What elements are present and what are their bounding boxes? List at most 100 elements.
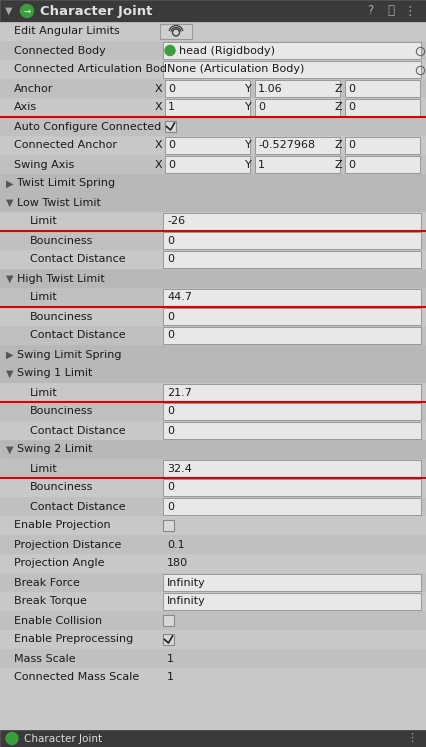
Text: ▼: ▼ — [6, 273, 14, 284]
Text: Character Joint: Character Joint — [24, 734, 102, 743]
Bar — [163, 403, 420, 420]
Bar — [163, 615, 173, 626]
Bar — [344, 137, 419, 154]
Text: Y: Y — [245, 84, 251, 93]
Text: Y: Y — [245, 102, 251, 113]
Text: Swing 1 Limit: Swing 1 Limit — [17, 368, 92, 379]
Text: Mass Scale: Mass Scale — [14, 654, 75, 663]
Bar — [0, 554, 426, 573]
Text: ?: ? — [366, 4, 372, 17]
Text: Y: Y — [245, 140, 251, 150]
Text: ▼: ▼ — [6, 444, 14, 454]
Text: ▼: ▼ — [5, 6, 12, 16]
Text: Bounciness: Bounciness — [30, 483, 93, 492]
Bar — [0, 288, 426, 307]
Text: Enable Preprocessing: Enable Preprocessing — [14, 634, 133, 645]
Bar — [163, 422, 420, 439]
Text: 0: 0 — [167, 330, 173, 341]
Bar — [0, 250, 426, 269]
Text: Limit: Limit — [30, 293, 58, 303]
Text: Limit: Limit — [30, 463, 58, 474]
Text: X: X — [155, 102, 162, 113]
Bar — [163, 574, 420, 591]
Bar — [254, 99, 339, 116]
Bar — [163, 232, 420, 249]
Text: 1: 1 — [167, 102, 175, 113]
Text: Bounciness: Bounciness — [30, 235, 93, 246]
Text: Swing Limit Spring: Swing Limit Spring — [17, 350, 121, 359]
Bar — [163, 384, 420, 401]
Text: ⧉: ⧉ — [386, 4, 394, 17]
Text: None (Articulation Body): None (Articulation Body) — [167, 64, 304, 75]
Text: Edit Angular Limits: Edit Angular Limits — [14, 26, 119, 37]
Text: 0: 0 — [167, 84, 175, 93]
Bar — [0, 0, 426, 22]
Text: High Twist Limit: High Twist Limit — [17, 273, 104, 284]
Text: Infinity: Infinity — [167, 597, 205, 607]
Text: →: → — [23, 7, 30, 16]
Text: Contact Distance: Contact Distance — [30, 426, 125, 436]
Bar — [0, 174, 426, 193]
Bar — [254, 137, 339, 154]
Bar — [0, 117, 426, 136]
Text: 0: 0 — [257, 102, 265, 113]
Text: Enable Collision: Enable Collision — [14, 616, 102, 625]
Text: 0: 0 — [167, 501, 173, 512]
Text: ⋮: ⋮ — [403, 4, 415, 17]
Bar — [0, 155, 426, 174]
Bar — [163, 634, 173, 645]
Text: Connected Mass Scale: Connected Mass Scale — [14, 672, 139, 683]
Text: Bounciness: Bounciness — [30, 311, 93, 321]
Text: Contact Distance: Contact Distance — [30, 330, 125, 341]
Bar — [0, 231, 426, 250]
Bar — [0, 60, 426, 79]
Bar — [163, 213, 420, 230]
Text: Contact Distance: Contact Distance — [30, 255, 125, 264]
Bar — [164, 99, 249, 116]
Text: Anchor: Anchor — [14, 84, 53, 93]
Text: head (Rigidbody): head (Rigidbody) — [178, 46, 274, 55]
Bar — [163, 289, 420, 306]
Text: Projection Distance: Projection Distance — [14, 539, 121, 550]
Bar — [0, 307, 426, 326]
Bar — [163, 479, 420, 496]
Bar — [164, 121, 176, 132]
Text: 0: 0 — [167, 426, 173, 436]
Text: 0: 0 — [167, 311, 173, 321]
Text: X: X — [155, 140, 162, 150]
Bar — [0, 649, 426, 668]
Bar — [163, 520, 173, 531]
Text: 0: 0 — [167, 235, 173, 246]
Text: 1.06: 1.06 — [257, 84, 282, 93]
Bar — [0, 630, 426, 649]
Bar — [160, 24, 192, 39]
Bar — [163, 327, 420, 344]
Bar — [0, 730, 426, 747]
Bar — [0, 136, 426, 155]
Bar — [163, 251, 420, 268]
Text: Z: Z — [334, 84, 342, 93]
Bar — [164, 156, 249, 173]
Text: Auto Configure Connected: Auto Configure Connected — [14, 122, 161, 131]
Text: Projection Angle: Projection Angle — [14, 559, 104, 568]
Text: -26: -26 — [167, 217, 185, 226]
Text: Bounciness: Bounciness — [30, 406, 93, 417]
Text: Twist Limit Spring: Twist Limit Spring — [17, 179, 115, 188]
Text: -0.527968: -0.527968 — [257, 140, 314, 150]
Circle shape — [6, 733, 18, 745]
Text: Z: Z — [334, 102, 342, 113]
Text: 21.7: 21.7 — [167, 388, 191, 397]
Text: Swing 2 Limit: Swing 2 Limit — [17, 444, 92, 454]
Text: 0: 0 — [347, 160, 354, 170]
Text: Limit: Limit — [30, 217, 58, 226]
Text: 0: 0 — [167, 255, 173, 264]
Text: X: X — [155, 160, 162, 170]
Bar — [0, 79, 426, 98]
Text: Low Twist Limit: Low Twist Limit — [17, 197, 101, 208]
Bar — [163, 460, 420, 477]
Text: 0: 0 — [347, 140, 354, 150]
Bar — [0, 478, 426, 497]
Bar — [163, 61, 420, 78]
Bar — [0, 421, 426, 440]
Text: 0: 0 — [167, 483, 173, 492]
